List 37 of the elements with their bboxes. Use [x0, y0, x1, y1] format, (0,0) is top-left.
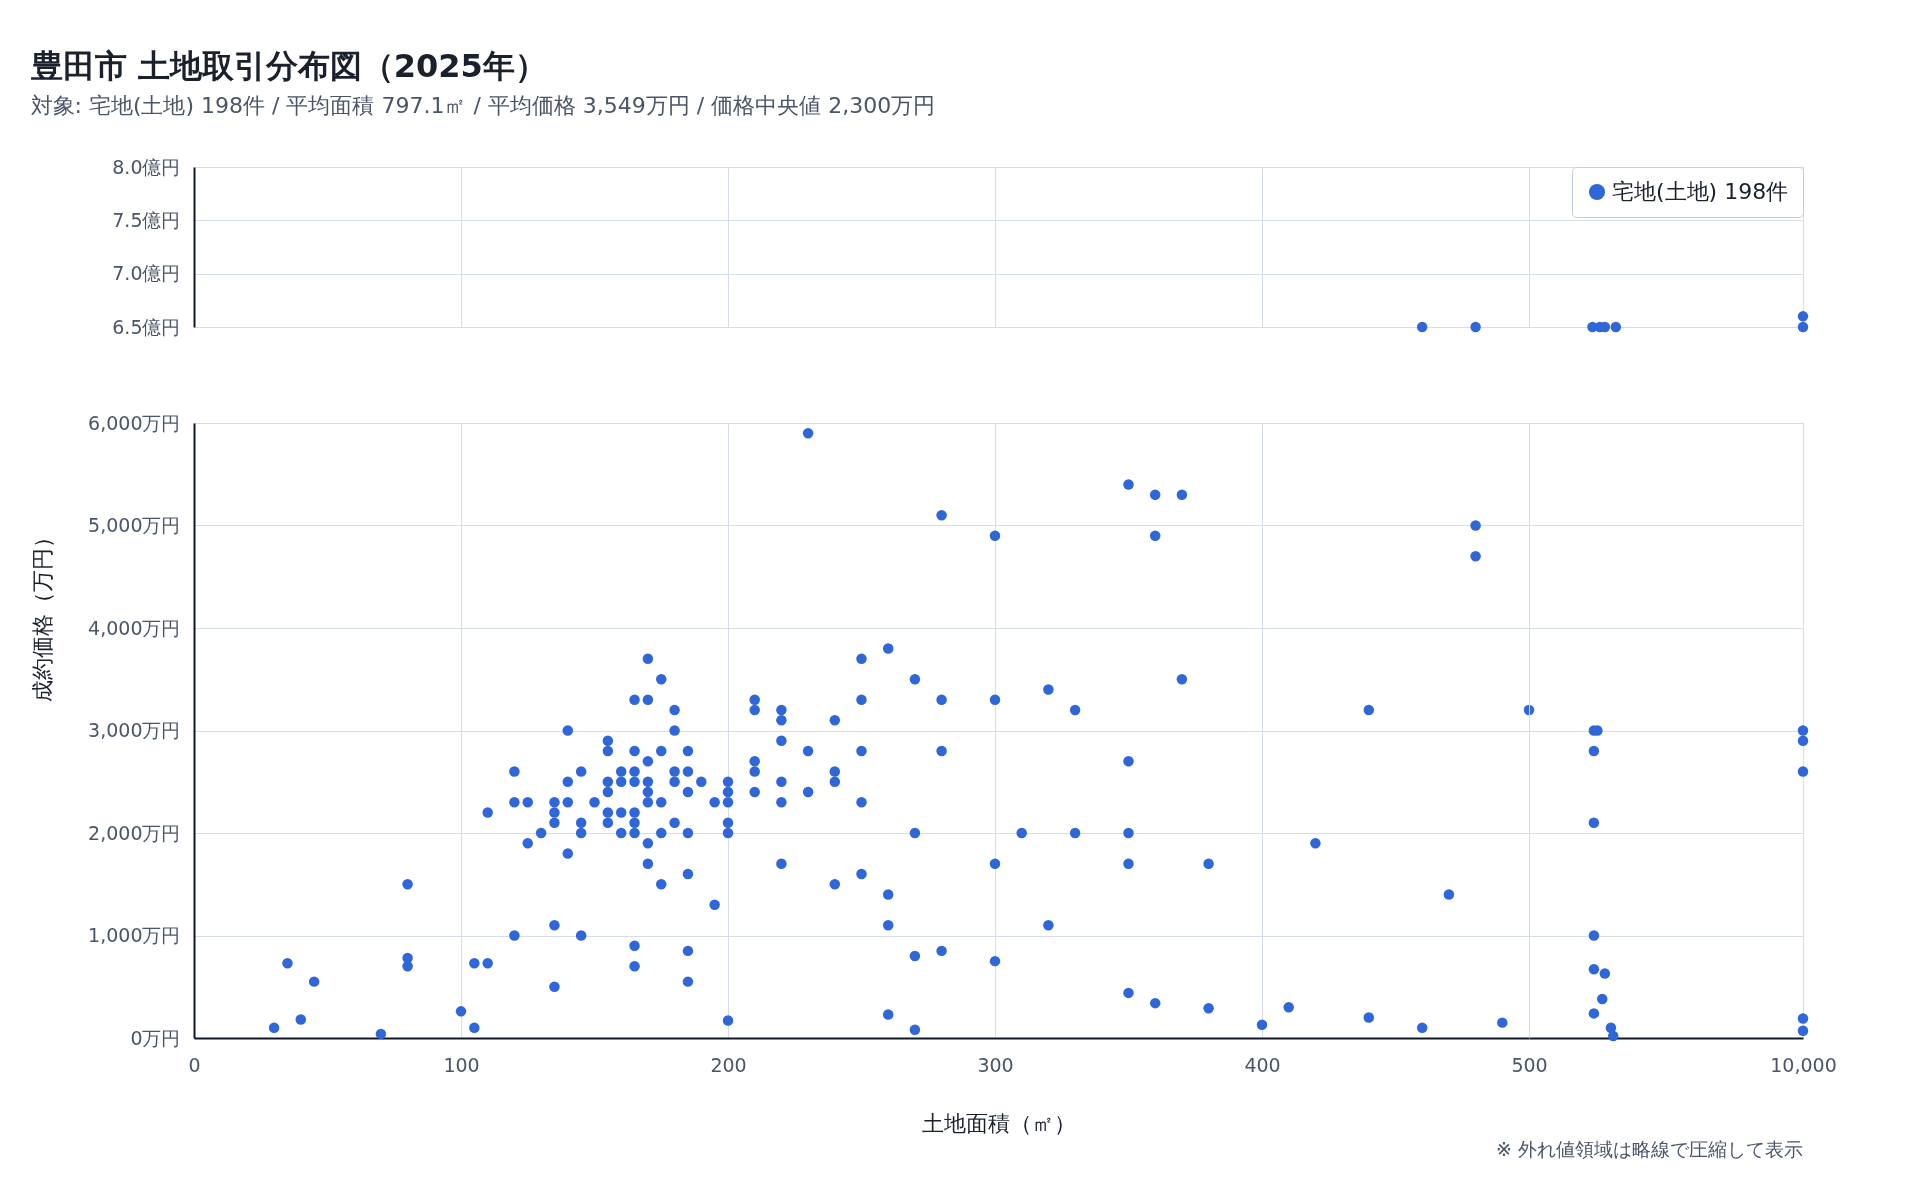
y-tick-label: 7.0億円: [112, 262, 181, 285]
x-tick-label: 100: [443, 1053, 480, 1076]
y-tick-label: 8.0億円: [112, 155, 181, 178]
text: ※ 外れ値領域は略線で圧縮して表示: [1496, 1138, 1803, 1160]
x-axis-title: 土地面積（㎡）: [922, 1110, 1076, 1136]
x-tick-label: 200: [710, 1053, 747, 1076]
y-tick-label: 6.5億円: [112, 315, 181, 338]
point: [1797, 1013, 1809, 1024]
point: [1588, 817, 1600, 828]
y-tick-label: 0万円: [130, 1026, 181, 1049]
y-tick-label: 4,000万円: [88, 616, 181, 639]
point: [1607, 1030, 1619, 1042]
point: [1588, 745, 1600, 757]
point: [1588, 1008, 1600, 1019]
y-tick-label: 5,000万円: [88, 514, 181, 536]
x-tick-label: 10,000: [1770, 1053, 1837, 1076]
x-tick-label: 400: [1244, 1053, 1281, 1076]
x-tick-label: 300: [977, 1053, 1014, 1076]
x-tick-label: 0: [188, 1053, 201, 1076]
y-tick-label: 1,000万円: [88, 924, 181, 946]
point: [1797, 766, 1809, 777]
point: [1597, 993, 1608, 1005]
point: [1599, 968, 1611, 979]
chart-subtitle: 対象: 宅地(土地) 198件 / 平均面積 797.1㎡ / 平均価格 3,549万円 / 価格中央値 2,300万円: [30, 92, 936, 118]
point: [1797, 725, 1809, 736]
point: [1797, 735, 1809, 746]
chart-title: 豊田市 土地取引分布図（2025年）: [30, 46, 547, 85]
point: [1588, 930, 1600, 941]
point: [1588, 964, 1600, 975]
y-axis-title: 成約価格（万円）: [29, 525, 55, 702]
y-tick-label: 2,000万円: [88, 821, 181, 844]
y-tick-label: 6,000万円: [88, 411, 181, 434]
y-tick-label: 3,000万円: [88, 719, 181, 741]
x-tick-label: 500: [1511, 1053, 1548, 1076]
y-tick-label: 7.5億円: [112, 208, 181, 231]
point: [1797, 1025, 1809, 1037]
legend-label: 宅地(土地) 198件: [1612, 179, 1789, 204]
